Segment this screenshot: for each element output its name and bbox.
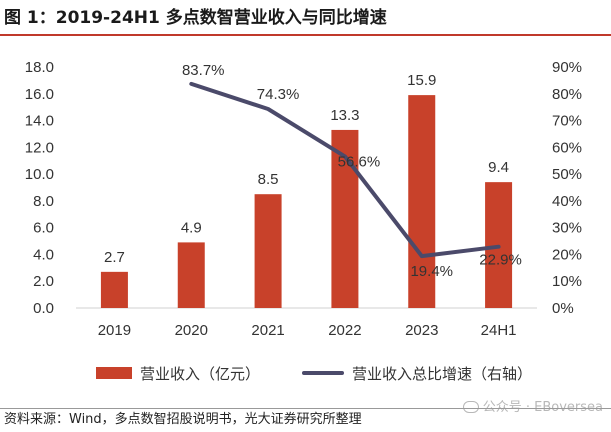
y-left-tick-label: 16.0 xyxy=(25,86,54,103)
y-right-tick-label: 40% xyxy=(552,193,582,210)
y-right-tick-label: 70% xyxy=(552,113,582,130)
y-right-tick-label: 80% xyxy=(552,86,582,103)
y-right-tick-label: 30% xyxy=(552,220,582,237)
bar-label-2022: 13.3 xyxy=(330,107,359,124)
y-left-tick-label: 4.0 xyxy=(33,246,54,263)
x-tick-label: 2023 xyxy=(405,322,438,339)
wechat-icon xyxy=(462,400,479,413)
revenue-growth-chart: 0.0 2.0 4.0 6.0 8.0 10.0 12.0 14.0 16.0 18.0 0% 10… xyxy=(25,59,582,339)
legend-label-revenue: 营业收入（亿元） xyxy=(140,365,261,383)
bar-label-24H1: 9.4 xyxy=(488,159,509,176)
y-left-tick-label: 6.0 xyxy=(33,220,54,237)
y-right-tick-label: 20% xyxy=(552,246,582,263)
legend-line-swatch xyxy=(302,371,344,375)
bar-label-2021: 8.5 xyxy=(258,171,279,188)
legend-item-growth: 营业收入总比增速（右轴） xyxy=(302,360,532,388)
legend-item-revenue: 营业收入（亿元） xyxy=(96,360,260,388)
legend-bar-swatch xyxy=(96,367,132,379)
bar-2021 xyxy=(254,194,282,308)
bar-series xyxy=(100,95,513,308)
x-tick-label: 2021 xyxy=(251,322,284,339)
line-label-24H1: 22.9% xyxy=(479,252,522,269)
source-note: 资料来源：Wind，多点数智招股说明书，光大证券研究所整理 xyxy=(4,412,362,427)
line-label-2020: 83.7% xyxy=(182,62,225,79)
line-label-2022: 56.6% xyxy=(338,153,381,170)
x-tick-label: 2022 xyxy=(328,322,361,339)
line-label-2021: 74.3% xyxy=(257,86,300,103)
bar-2020 xyxy=(177,242,205,308)
x-tick-label: 24H1 xyxy=(481,322,517,339)
y-left-tick-label: 8.0 xyxy=(33,193,54,210)
legend: 营业收入（亿元） 营业收入总比增速（右轴） xyxy=(0,360,611,388)
watermark: 公众号 · EBoversea xyxy=(462,396,603,420)
line-data-labels: 83.7% 74.3% 56.6% 19.4% 22.9% xyxy=(182,62,522,280)
line-series xyxy=(189,81,501,259)
x-axis: 2019 2020 2021 2022 2023 24H1 xyxy=(98,322,517,339)
x-tick-label: 2020 xyxy=(175,322,208,339)
y-axis-left: 0.0 2.0 4.0 6.0 8.0 10.0 12.0 14.0 16.0 18.0 xyxy=(25,59,54,317)
title-divider xyxy=(0,34,611,36)
legend-label-growth: 营业收入总比增速（右轴） xyxy=(352,365,533,383)
y-left-tick-label: 10.0 xyxy=(25,166,54,183)
y-left-tick-label: 0.0 xyxy=(33,300,54,317)
watermark-text: 公众号 · EBoversea xyxy=(482,400,603,415)
y-right-tick-label: 60% xyxy=(552,139,582,156)
y-right-tick-label: 0% xyxy=(552,300,574,317)
y-left-tick-label: 18.0 xyxy=(25,59,54,76)
source-divider xyxy=(0,408,611,409)
y-right-tick-label: 10% xyxy=(552,273,582,290)
bar-data-labels: 2.7 4.9 8.5 13.3 15.9 9.4 xyxy=(104,72,509,266)
bar-2019 xyxy=(100,271,128,308)
y-left-tick-label: 14.0 xyxy=(25,113,54,130)
bar-label-2023: 15.9 xyxy=(407,72,436,89)
figure-title: 图 1：2019-24H1 多点数智营业收入与同比增速 xyxy=(4,8,387,28)
bar-2023 xyxy=(408,95,436,308)
growth-line xyxy=(189,81,501,259)
line-label-2023: 19.4% xyxy=(410,263,453,280)
y-axis-right: 0% 10% 20% 30% 40% 50% 60% 70% 80% 90% xyxy=(552,59,582,317)
y-left-tick-label: 12.0 xyxy=(25,139,54,156)
y-right-tick-label: 90% xyxy=(552,59,582,76)
bar-label-2020: 4.9 xyxy=(181,219,202,236)
y-right-tick-label: 50% xyxy=(552,166,582,183)
y-left-tick-label: 2.0 xyxy=(33,273,54,290)
bar-label-2019: 2.7 xyxy=(104,249,125,266)
x-tick-label: 2019 xyxy=(98,322,131,339)
